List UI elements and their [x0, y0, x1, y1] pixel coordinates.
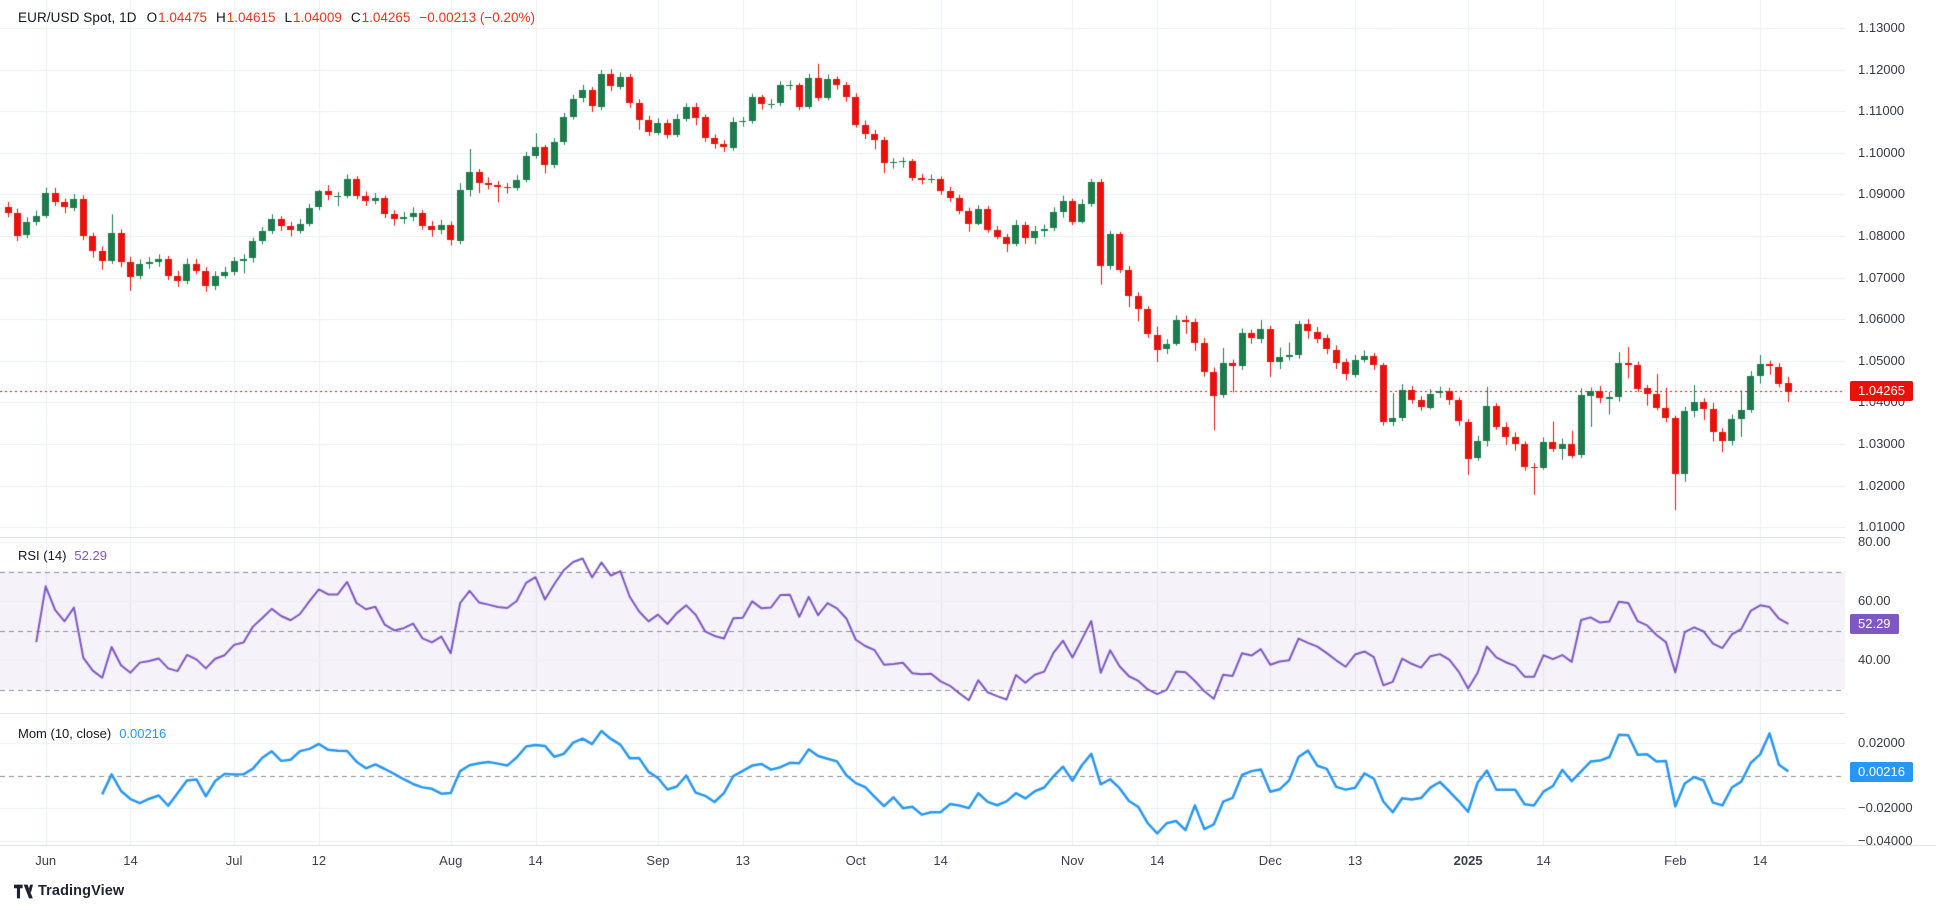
price-tick: 1.12000	[1858, 61, 1905, 77]
time-tick: Nov	[1060, 853, 1085, 868]
close-label: C	[350, 10, 361, 25]
price-tick: 1.03000	[1858, 436, 1905, 451]
mom-legend[interactable]: Mom (10, close) 0.00216	[18, 726, 166, 741]
price-tick: 1.01000	[1858, 519, 1905, 535]
rsi-value: 52.29	[74, 548, 107, 563]
pane-separator[interactable]	[0, 537, 1936, 538]
rsi-tick: 60.00	[1858, 593, 1891, 608]
time-tick: 13	[735, 853, 750, 868]
price-tick: 1.11000	[1858, 103, 1905, 119]
time-tick: Feb	[1664, 853, 1687, 868]
time-tick: 14	[123, 853, 138, 868]
time-tick: 14	[933, 853, 948, 868]
watermark-text: TradingView	[38, 883, 125, 899]
time-tick: 12	[311, 853, 327, 868]
time-tick: 14	[1150, 853, 1165, 868]
time-tick: Dec	[1258, 853, 1282, 868]
mom-value-badge: 0.00216	[1850, 761, 1913, 782]
mom-value: 0.00216	[119, 726, 167, 741]
change-value: −0.00213 (−0.20%)	[419, 10, 536, 25]
price-tick: 1.06000	[1858, 311, 1905, 327]
time-tick: Sep	[646, 853, 670, 868]
open-label: O	[146, 10, 158, 25]
rsi-value-badge: 52.29	[1850, 613, 1899, 634]
time-tick: 2025	[1453, 853, 1483, 868]
time-tick: Oct	[845, 853, 866, 868]
low-value: 1.04009	[293, 10, 342, 25]
price-scale[interactable]: 1.04265 52.29 0.00216 1.13000 1.12000 1.11…	[1845, 0, 1936, 848]
high-label: H	[215, 10, 226, 25]
price-tick: 1.08000	[1858, 228, 1905, 243]
time-tick: 13	[1347, 853, 1363, 868]
high-value: 1.04615	[226, 10, 276, 25]
mom-label: Mom (10, close)	[18, 726, 112, 741]
price-tick: 1.10000	[1858, 144, 1905, 160]
symbol-legend[interactable]: EUR/USD Spot, 1D O 1.04475 H 1.04615 L 1.04…	[18, 10, 535, 25]
time-tick: 14	[528, 853, 543, 868]
rsi-tick: 80.00	[1858, 534, 1891, 549]
price-tick: 1.07000	[1858, 269, 1905, 285]
last-price-badge: 1.04265	[1850, 381, 1913, 402]
rsi-label: RSI (14)	[18, 548, 67, 563]
symbol-title: EUR/USD Spot, 1D	[18, 10, 137, 25]
time-tick: 14	[1536, 853, 1551, 868]
time-tick: 14	[1752, 853, 1768, 868]
mom-tick: −0.04000	[1858, 832, 1913, 848]
price-tick: 1.02000	[1858, 477, 1905, 493]
time-tick: Jun	[35, 853, 57, 868]
tradingview-logo-icon	[14, 884, 33, 898]
price-chart-canvas[interactable]	[0, 0, 1845, 845]
ohlc-values: O 1.04475 H 1.04615 L 1.04009 C 1.04265 −0.0…	[147, 10, 535, 25]
price-tick: 1.09000	[1858, 186, 1905, 202]
time-axis[interactable]: Jun 14 Jul 12 Aug 14 Sep 13 Oct 14 Nov 14 Dec 13 2025 1…	[0, 845, 1936, 879]
pane-separator[interactable]	[0, 713, 1936, 714]
rsi-tick: 40.00	[1858, 652, 1891, 667]
low-label: L	[284, 10, 293, 25]
time-tick: Jul	[225, 853, 243, 868]
rsi-legend[interactable]: RSI (14) 52.29	[18, 548, 107, 563]
tradingview-watermark[interactable]: TradingView	[14, 883, 124, 899]
price-tick: 1.05000	[1858, 352, 1905, 368]
mom-tick: −0.02000	[1858, 800, 1913, 815]
price-tick: 1.13000	[1858, 20, 1905, 35]
time-tick: Aug	[439, 853, 463, 868]
close-value: 1.04265	[361, 10, 411, 25]
mom-tick: 0.02000	[1858, 735, 1905, 750]
open-value: 1.04475	[158, 10, 207, 25]
